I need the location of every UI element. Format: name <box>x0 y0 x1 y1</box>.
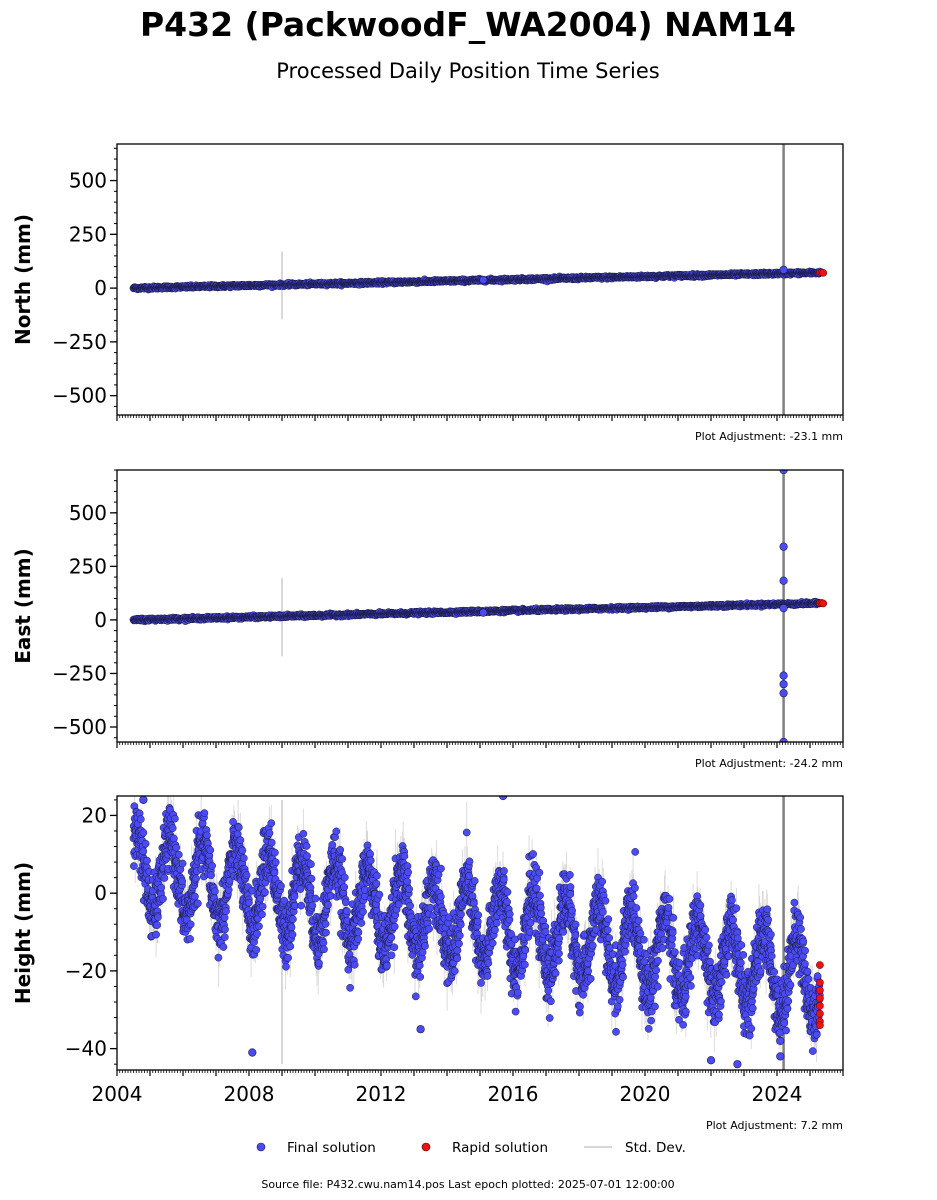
final-points-east <box>129 470 824 742</box>
panels: −500 −250 0 250 500 North (mm) Plot Adjustment… <box>11 143 844 1132</box>
chart-title: P432 (PackwoodF_WA2004) NAM14 <box>140 5 796 44</box>
y-tick-label: 500 <box>69 169 107 193</box>
y-axis-label: North (mm) <box>11 214 35 345</box>
y-tick-label: −500 <box>52 715 107 739</box>
y-tick-label: 250 <box>69 554 107 578</box>
panel-north: −500 −250 0 250 500 North (mm) Plot Adjustment… <box>11 143 844 443</box>
outlier-point <box>779 671 788 680</box>
outlier-point <box>779 265 788 274</box>
y-tick-label: 500 <box>69 501 107 525</box>
outlier-point <box>779 689 788 698</box>
rapid-points-north <box>816 268 828 277</box>
y-tick-label: 0 <box>94 608 107 632</box>
plot-adjustment: Plot Adjustment: -23.1 mm <box>695 430 843 443</box>
outlier-point <box>779 604 788 613</box>
plot-area-north <box>129 144 828 415</box>
outlier-point <box>779 680 788 689</box>
rapid-point <box>819 268 828 277</box>
chart-subtitle: Processed Daily Position Time Series <box>276 59 660 83</box>
outlier-point <box>479 608 488 617</box>
plot-area-east <box>129 470 828 742</box>
y-tick-label: −250 <box>52 330 107 354</box>
outlier-point <box>779 542 788 551</box>
outlier-point <box>779 576 788 585</box>
rapid-point <box>819 599 828 608</box>
final-points-north <box>129 265 824 294</box>
y-tick-label: 0 <box>94 276 107 300</box>
y-tick-label: −250 <box>52 661 107 685</box>
y-tick-label: 250 <box>69 222 107 246</box>
y-tick-label: −500 <box>52 384 107 408</box>
rapid-points-east <box>816 599 828 608</box>
outlier-point <box>479 275 488 285</box>
